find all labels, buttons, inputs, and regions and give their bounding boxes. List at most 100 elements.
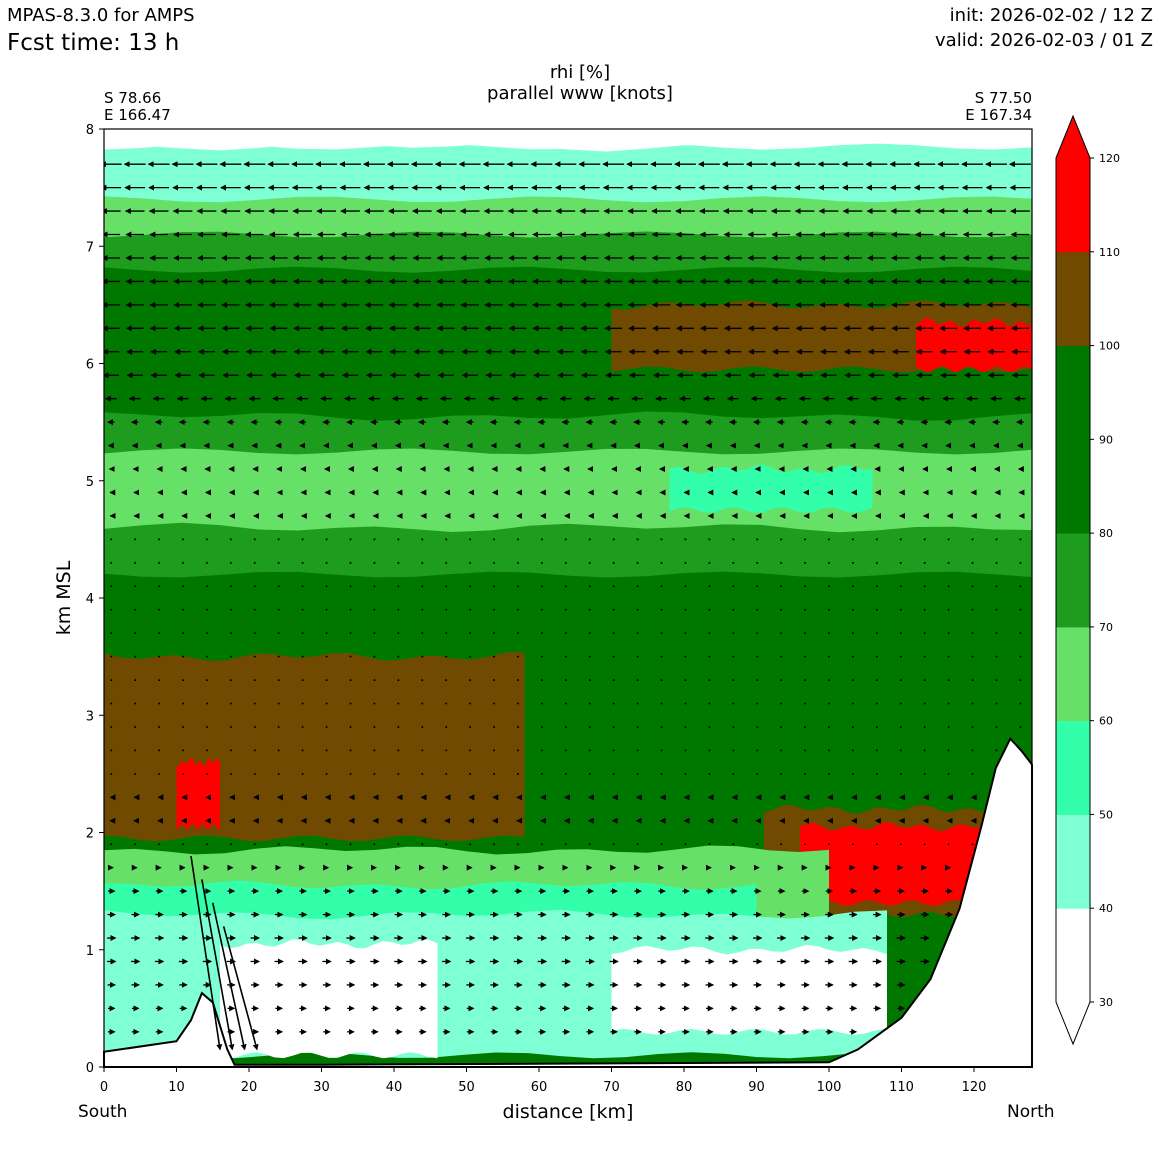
rhi-layer bbox=[916, 317, 1032, 373]
wind-arrow bbox=[397, 561, 400, 564]
wind-arrow bbox=[493, 632, 496, 635]
colorbar-tick-label: 120 bbox=[1099, 152, 1120, 165]
wind-arrow bbox=[277, 655, 280, 658]
wind-arrow bbox=[110, 749, 113, 752]
wind-arrow bbox=[421, 585, 424, 588]
y-tick-label: 0 bbox=[86, 1061, 94, 1076]
wind-arrow bbox=[636, 561, 639, 564]
wind-arrow bbox=[851, 608, 854, 611]
wind-arrow bbox=[469, 538, 472, 541]
wind-arrow bbox=[134, 561, 137, 564]
rhi-layer bbox=[104, 235, 1032, 449]
wind-arrow bbox=[564, 749, 567, 752]
wind-arrow bbox=[182, 702, 185, 705]
y-axis-label: km MSL bbox=[53, 560, 75, 635]
wind-arrow bbox=[732, 772, 735, 775]
wind-arrow bbox=[923, 538, 926, 541]
wind-arrow bbox=[373, 608, 376, 611]
wind-arrow bbox=[732, 749, 735, 752]
init-time: init: 2026-02-02 / 12 Z bbox=[949, 5, 1153, 26]
wind-arrow bbox=[469, 772, 472, 775]
wind-arrow bbox=[373, 561, 376, 564]
wind-arrow bbox=[445, 725, 448, 728]
wind-arrow bbox=[804, 655, 807, 658]
wind-arrow bbox=[588, 772, 591, 775]
wind-arrow bbox=[684, 725, 687, 728]
wind-arrow bbox=[660, 702, 663, 705]
wind-arrow bbox=[612, 561, 615, 564]
wind-arrow bbox=[947, 843, 950, 846]
wind-arrow bbox=[493, 843, 496, 846]
wind-arrow bbox=[540, 772, 543, 775]
wind-arrow bbox=[899, 608, 902, 611]
start-longitude: E 166.47 bbox=[104, 106, 171, 124]
wind-arrow bbox=[397, 655, 400, 658]
wind-arrow bbox=[828, 655, 830, 658]
colorbar-tick-label: 60 bbox=[1099, 715, 1113, 728]
wind-arrow bbox=[636, 632, 639, 635]
wind-arrow bbox=[516, 655, 519, 658]
wind-arrow bbox=[708, 608, 711, 611]
wind-arrow bbox=[421, 632, 424, 635]
wind-arrow bbox=[564, 561, 567, 564]
wind-arrow bbox=[397, 749, 400, 752]
rhi-layer bbox=[104, 188, 1032, 238]
wind-arrow bbox=[469, 749, 472, 752]
wind-arrow bbox=[469, 608, 472, 611]
wind-arrow bbox=[421, 561, 424, 564]
x-tick-label: 10 bbox=[168, 1080, 185, 1095]
wind-arrow bbox=[923, 679, 926, 682]
wind-arrow bbox=[828, 538, 830, 541]
wind-arrow bbox=[564, 679, 567, 682]
rhi-layer bbox=[104, 141, 1032, 203]
wind-arrow bbox=[540, 843, 543, 846]
wind-arrow bbox=[780, 679, 783, 682]
wind-arrow bbox=[493, 702, 496, 705]
colorbar-segment bbox=[1056, 533, 1090, 628]
wind-arrow bbox=[828, 585, 830, 588]
x-tick-label: 60 bbox=[531, 1080, 548, 1095]
wind-arrow bbox=[588, 538, 591, 541]
wind-arrow bbox=[660, 608, 663, 611]
wind-arrow bbox=[947, 679, 950, 682]
wind-arrow bbox=[253, 632, 256, 635]
wind-arrow bbox=[851, 632, 854, 635]
wind-arrow bbox=[110, 702, 113, 705]
wind-arrow bbox=[229, 749, 232, 752]
wind-arrow bbox=[277, 585, 280, 588]
wind-arrow bbox=[397, 843, 400, 846]
wind-arrow bbox=[182, 608, 185, 611]
wind-arrow bbox=[325, 772, 328, 775]
terrain-mask bbox=[103, 736, 1033, 1068]
wind-arrow bbox=[421, 725, 424, 728]
wind-arrow bbox=[277, 538, 280, 541]
wind-arrow bbox=[708, 772, 711, 775]
wind-arrow bbox=[349, 608, 352, 611]
wind-arrow bbox=[516, 608, 519, 611]
y-tick-label: 4 bbox=[86, 592, 94, 607]
wind-arrow bbox=[182, 561, 185, 564]
wind-arrow bbox=[253, 655, 256, 658]
wind-arrow bbox=[851, 702, 854, 705]
wind-arrow bbox=[397, 702, 400, 705]
wind-arrow bbox=[899, 679, 902, 682]
wind-arrow bbox=[397, 679, 400, 682]
wind-arrow bbox=[828, 608, 830, 611]
wind-arrow bbox=[828, 772, 830, 775]
wind-arrow bbox=[134, 655, 137, 658]
wind-arrow bbox=[134, 538, 137, 541]
wind-arrow bbox=[923, 585, 926, 588]
wind-arrow bbox=[134, 725, 137, 728]
colorbar-tick-label: 90 bbox=[1099, 433, 1113, 446]
wind-arrow bbox=[158, 538, 161, 541]
y-tick-label: 5 bbox=[86, 475, 94, 490]
wind-arrow bbox=[780, 655, 783, 658]
wind-arrow bbox=[564, 772, 567, 775]
wind-arrow bbox=[804, 702, 807, 705]
wind-arrow bbox=[493, 772, 496, 775]
wind-arrow bbox=[1019, 538, 1022, 541]
wind-arrow bbox=[325, 561, 328, 564]
wind-arrow bbox=[421, 843, 424, 846]
start-latitude: S 78.66 bbox=[104, 89, 162, 107]
wind-arrow bbox=[469, 655, 472, 658]
